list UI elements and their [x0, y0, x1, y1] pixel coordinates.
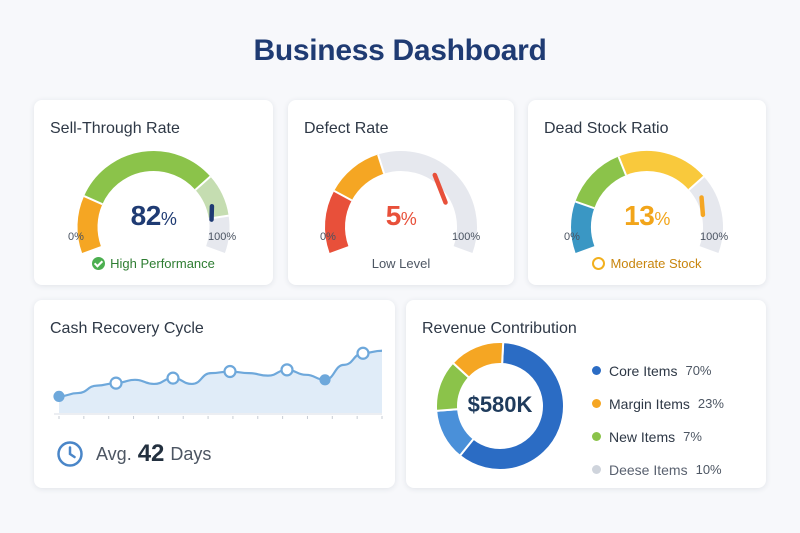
- gauge-card-defect-rate: Defect Rate 5% 0% 100% Low Level: [288, 100, 514, 285]
- card-title: Defect Rate: [304, 120, 389, 137]
- gauge-max-label: 100%: [208, 231, 237, 243]
- gauge-value-number: 5: [385, 200, 402, 231]
- legend-value: 10%: [695, 462, 722, 477]
- legend-dot: [592, 399, 601, 408]
- gauge-chart: [571, 151, 723, 253]
- gauge-min-label: 0%: [320, 231, 336, 243]
- legend-dot: [592, 465, 601, 474]
- gauge-separator: [83, 195, 103, 206]
- gauge-separator: [575, 200, 595, 210]
- donut-chart: [435, 341, 565, 471]
- legend-value: 70%: [685, 363, 712, 378]
- gauge-segment: [84, 151, 211, 205]
- line-chart-area: [59, 350, 382, 413]
- status-badge: Moderate Stock: [528, 256, 766, 271]
- gauge-separator: [617, 156, 627, 176]
- gauge-value-unit: %: [160, 209, 177, 229]
- status-badge: High Performance: [34, 256, 273, 271]
- gauge-value: 5%: [288, 200, 514, 232]
- gauge-segment: [334, 154, 385, 201]
- gauge-segment: [688, 176, 723, 253]
- cash-recovery-card: Cash Recovery Cycle Avg. 42 Days: [34, 300, 395, 488]
- status-text: Moderate Stock: [610, 256, 702, 271]
- clock-icon: [57, 441, 83, 467]
- gauge-segment: [618, 151, 704, 191]
- gauge-value-unit: %: [400, 209, 417, 229]
- gauge-min-label: 0%: [564, 231, 580, 243]
- legend-value: 7%: [683, 429, 702, 444]
- gauge-separator: [688, 175, 705, 191]
- gauge-min-label: 0%: [68, 231, 84, 243]
- line-point: [53, 390, 65, 403]
- status-badge: Low Level: [288, 256, 514, 271]
- gauge-value-number: 82: [130, 200, 162, 231]
- status-text: Low Level: [371, 256, 431, 271]
- gauge-segment: [575, 156, 627, 209]
- legend-label: Deese Items: [609, 461, 688, 478]
- gauge-segment: [205, 215, 230, 253]
- line-point: [356, 346, 370, 360]
- line-point: [223, 364, 237, 379]
- card-title: Sell-Through Rate: [50, 120, 180, 137]
- legend-label: Core Items: [609, 362, 678, 379]
- gauge-segment: [325, 190, 352, 253]
- legend-item: Core Items 70%: [592, 354, 724, 387]
- ring-icon: [592, 257, 606, 270]
- gauge-separator: [194, 175, 211, 191]
- gauge-value: 82%: [34, 200, 273, 232]
- gauge-segment: [195, 176, 229, 220]
- legend-label: Margin Items: [609, 395, 690, 412]
- gauge-chart: [325, 151, 477, 253]
- gauge-segment: [378, 151, 477, 253]
- check-circle-icon: [92, 257, 106, 270]
- revenue-contribution-card: Revenue Contribution $580K Core Items 70…: [406, 300, 766, 488]
- legend-value: 23%: [697, 396, 724, 411]
- gauge-card-dead-stock: Dead Stock Ratio 13% 0% 100% Moderate St…: [528, 100, 766, 285]
- legend-item: New Items 7%: [592, 420, 724, 453]
- gauge-segment: [77, 196, 103, 253]
- legend-item: Margin Items 23%: [592, 387, 724, 420]
- gauge-value-unit: %: [654, 209, 670, 229]
- avg-unit: Days: [170, 443, 212, 464]
- gauge-separator: [333, 189, 353, 202]
- status-text: High Performance: [110, 256, 215, 271]
- gauge-needle: [699, 195, 706, 218]
- gauge-value-number: 13: [624, 200, 655, 231]
- legend: Core Items 70% Margin Items 23% New Item…: [592, 354, 724, 486]
- donut-slice: [451, 341, 505, 380]
- gauge-value: 13%: [528, 200, 766, 232]
- line-point: [166, 371, 180, 385]
- line-point: [319, 374, 331, 386]
- gauge-needle: [432, 172, 448, 205]
- gauge-separator: [377, 154, 386, 174]
- avg-value: 42: [137, 440, 165, 467]
- card-title: Dead Stock Ratio: [544, 120, 669, 137]
- gauge-chart: [77, 151, 230, 253]
- gauge-max-label: 100%: [452, 231, 481, 243]
- donut-slice: [458, 341, 565, 471]
- line-point: [109, 376, 123, 390]
- line-chart: [53, 346, 383, 419]
- card-title: Cash Recovery Cycle: [50, 320, 204, 337]
- legend-label: New Items: [609, 428, 676, 445]
- legend-item: Deese Items 10%: [592, 453, 724, 486]
- page-title: Business Dashboard: [253, 34, 547, 67]
- card-title: Revenue Contribution: [422, 320, 577, 337]
- gauge-segment: [571, 201, 595, 253]
- donut-center-value: $580K: [467, 392, 533, 417]
- gauge-card-sell-through: Sell-Through Rate 82% 0% 100% High Perfo…: [34, 100, 273, 285]
- gauge-max-label: 100%: [700, 231, 729, 243]
- avg-label: Avg.: [96, 443, 132, 464]
- legend-dot: [592, 432, 601, 441]
- average-row: Avg. 42 Days: [56, 440, 211, 468]
- legend-dot: [592, 366, 601, 375]
- line-point: [280, 363, 294, 377]
